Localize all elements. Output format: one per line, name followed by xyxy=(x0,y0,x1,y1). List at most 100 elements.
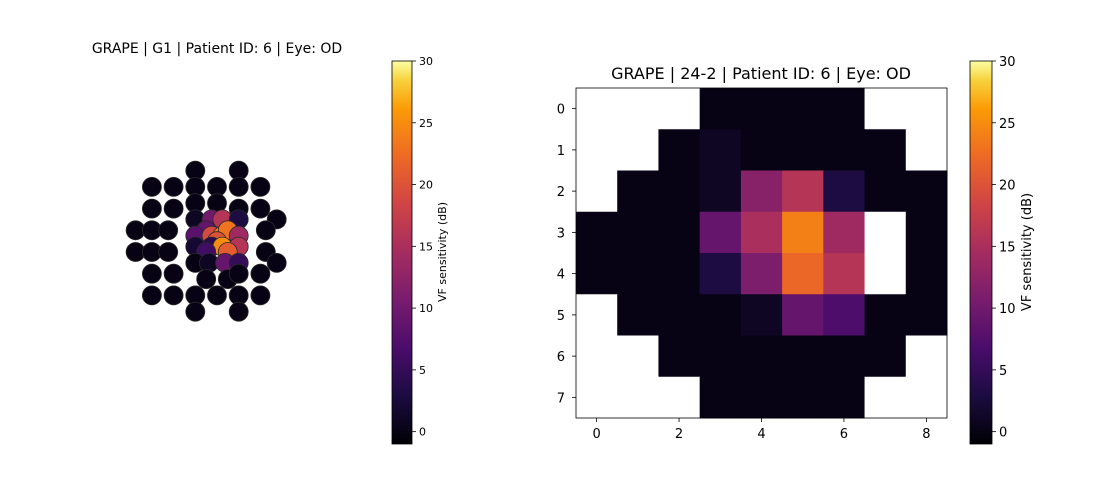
heatmap-cell-2-6 xyxy=(823,170,866,213)
heatmap-cell-4-7 xyxy=(864,253,907,295)
heatmap-cell-4-2 xyxy=(658,253,701,295)
242-colorbar-tick-label-10: 10 xyxy=(999,302,1016,317)
g1-point-9 xyxy=(163,198,184,219)
heatmap-cell-0-4 xyxy=(740,88,783,130)
g1-chart-title: GRAPE | G1 | Patient ID: 6 | Eye: OD xyxy=(92,41,342,57)
heatmap-cell-1-7 xyxy=(864,129,907,171)
heatmap-cell-3-1 xyxy=(617,211,659,254)
heatmap-cell-0-2 xyxy=(658,88,701,130)
heatmap-cell-3-7 xyxy=(864,211,907,254)
242-cells xyxy=(576,88,948,419)
heatmap-cell-1-3 xyxy=(699,129,742,171)
heatmap-cell-7-4 xyxy=(740,376,783,419)
g1-colorbar: 0 5 10 15 20 25 30 VF sensitivity (dB) xyxy=(391,55,449,445)
g1-point-32 xyxy=(158,242,179,262)
g1-colorbar-tick-label-25: 25 xyxy=(419,117,433,130)
g1-point-21 xyxy=(158,220,179,241)
y-tick-label-4: 4 xyxy=(557,268,565,283)
g1-point-46 xyxy=(163,263,184,284)
g1-point-7 xyxy=(250,176,271,197)
x-tick-label-8: 8 xyxy=(922,427,930,442)
heatmap-cell-4-6 xyxy=(823,253,866,295)
g1-point-23 xyxy=(255,220,276,241)
g1-colorbar-tick-label-20: 20 xyxy=(419,179,433,192)
242-colorbar-ticks: 0 5 10 15 20 25 30 xyxy=(992,55,1016,441)
heatmap-cell-3-8 xyxy=(905,211,948,254)
y-tick-label-3: 3 xyxy=(557,226,565,241)
g1-colorbar-tick-label-10: 10 xyxy=(419,302,433,315)
heatmap-cell-2-5 xyxy=(782,170,824,213)
y-tick-label-5: 5 xyxy=(557,309,565,324)
g1-point-3 xyxy=(163,176,184,197)
g1-point-57 xyxy=(185,301,206,322)
heatmap-cell-7-6 xyxy=(823,376,866,419)
heatmap-cell-5-6 xyxy=(823,294,866,336)
heatmap-cell-5-8 xyxy=(905,294,948,336)
heatmap-cell-6-7 xyxy=(864,335,907,378)
g1-colorbar-tick-label-15: 15 xyxy=(419,240,433,253)
242-y-ticks: 0 1 2 3 4 5 6 7 xyxy=(557,103,576,406)
heatmap-cell-6-6 xyxy=(823,335,866,378)
heatmap-cell-3-6 xyxy=(823,211,866,254)
heatmap-cell-5-2 xyxy=(658,294,701,336)
heatmap-cell-5-0 xyxy=(576,294,618,336)
heatmap-cell-4-5 xyxy=(782,253,824,295)
heatmap-cell-2-4 xyxy=(740,170,783,213)
heatmap-cell-6-2 xyxy=(658,335,701,378)
heatmap-cell-7-7 xyxy=(864,376,907,419)
g1-point-6 xyxy=(228,176,249,197)
heatmap-cell-0-0 xyxy=(576,88,618,130)
heatmap-cell-0-8 xyxy=(905,88,948,130)
g1-colorbar-label: VF sensitivity (dB) xyxy=(436,202,449,302)
242-colorbar: 0 5 10 15 20 25 30 VF sensitivity (dB) xyxy=(969,55,1035,445)
g1-point-50 xyxy=(250,263,271,284)
242-colorbar-tick-label-20: 20 xyxy=(999,179,1016,194)
heatmap-cell-0-7 xyxy=(864,88,907,130)
heatmap-cell-2-7 xyxy=(864,170,907,213)
g1-point-58 xyxy=(228,301,249,322)
heatmap-cell-2-2 xyxy=(658,170,701,213)
y-tick-label-2: 2 xyxy=(557,185,565,200)
heatmap-cell-2-1 xyxy=(617,170,659,213)
g1-points xyxy=(125,160,287,322)
heatmap-cell-5-1 xyxy=(617,294,659,336)
heatmap-cell-7-3 xyxy=(699,376,742,419)
g1-colorbar-tick-label-30: 30 xyxy=(419,55,433,68)
y-tick-label-7: 7 xyxy=(557,391,565,406)
heatmap-cell-6-8 xyxy=(905,335,948,378)
heatmap-cell-1-5 xyxy=(782,129,824,171)
heatmap-cell-4-0 xyxy=(576,253,618,295)
heatmap-cell-4-4 xyxy=(740,253,783,295)
heatmap-cell-7-8 xyxy=(905,376,948,419)
heatmap-cell-3-4 xyxy=(740,211,783,254)
heatmap-cell-5-5 xyxy=(782,294,824,336)
heatmap-cell-3-5 xyxy=(782,211,824,254)
heatmap-cell-0-3 xyxy=(699,88,742,130)
heatmap-cell-4-3 xyxy=(699,253,742,295)
heatmap-cell-6-3 xyxy=(699,335,742,378)
heatmap-cell-1-4 xyxy=(740,129,783,171)
heatmap-cell-1-8 xyxy=(905,129,948,171)
heatmap-cell-2-3 xyxy=(699,170,742,213)
heatmap-cell-4-1 xyxy=(617,253,659,295)
x-tick-label-2: 2 xyxy=(675,427,683,442)
heatmap-cell-7-0 xyxy=(576,376,618,419)
242-chart-title: GRAPE | 24-2 | Patient ID: 6 | Eye: OD xyxy=(611,64,911,83)
heatmap-cell-4-8 xyxy=(905,253,948,295)
heatmap-cell-3-2 xyxy=(658,211,701,254)
heatmap-cell-2-0 xyxy=(576,170,618,213)
heatmap-cell-6-5 xyxy=(782,335,824,378)
x-tick-label-6: 6 xyxy=(840,427,848,442)
g1-point-8 xyxy=(141,198,162,219)
242-x-ticks: 0 2 4 6 8 xyxy=(592,418,931,442)
x-tick-label-4: 4 xyxy=(757,427,765,442)
g1-point-52 xyxy=(163,285,184,306)
g1-point-13 xyxy=(250,198,271,219)
heatmap-cell-5-4 xyxy=(740,294,783,336)
g1-colorbar-tick-label-0: 0 xyxy=(419,426,426,439)
g1-point-2 xyxy=(141,176,162,197)
242-colorbar-tick-label-30: 30 xyxy=(999,55,1016,70)
heatmap-cell-5-3 xyxy=(699,294,742,336)
242-colorbar-tick-label-25: 25 xyxy=(999,117,1016,132)
